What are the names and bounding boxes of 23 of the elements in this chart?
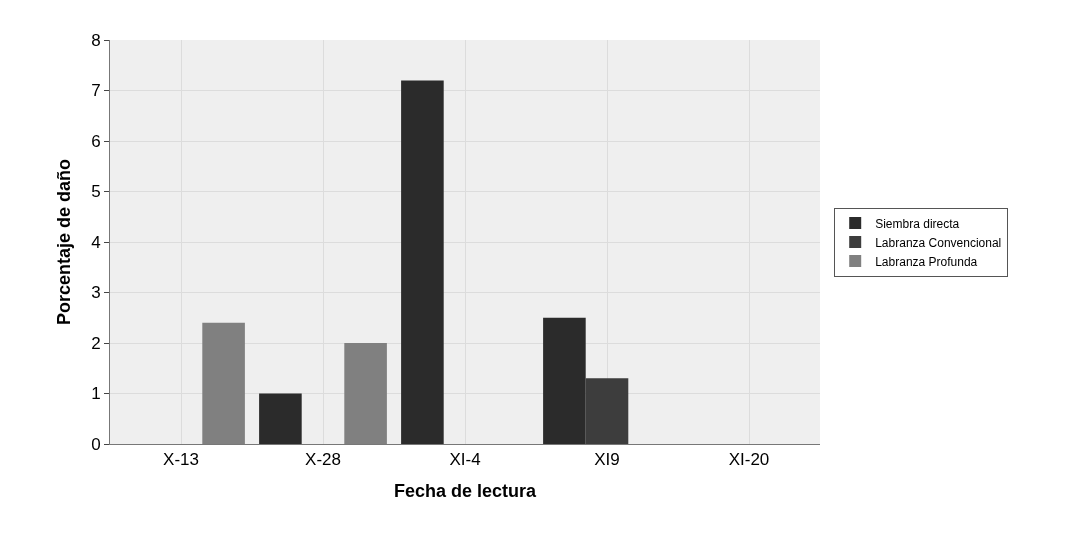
bar [543,317,586,444]
legend-label: Labranza Profunda [875,254,978,269]
y-tick-label: 6 [91,131,101,151]
y-tick-label: 7 [91,81,101,101]
bar [259,393,302,444]
bar [401,80,444,444]
y-tick-label: 3 [91,283,101,303]
x-tick-label: XI-20 [728,450,770,470]
y-tick-label: 1 [91,384,101,404]
y-tick-label: 5 [91,182,101,202]
y-tick-label: 0 [91,434,101,454]
x-tick-label: X-28 [305,450,341,470]
bar [585,378,629,444]
legend-label: Siembra directa [875,216,960,231]
y-tick-label: 4 [91,232,101,252]
x-axis-title: Fecha de lectura [393,480,538,501]
y-tick-label: 8 [91,30,101,50]
x-tick-label: XI-4 [449,450,481,470]
y-axis-title: Porcentaje de daño [54,158,75,326]
y-tick-label: 2 [91,333,101,353]
x-tick-label: X-13 [163,450,199,470]
legend-label: Labranza Convencional [875,235,1002,250]
x-tick-label: XI9 [594,450,620,470]
